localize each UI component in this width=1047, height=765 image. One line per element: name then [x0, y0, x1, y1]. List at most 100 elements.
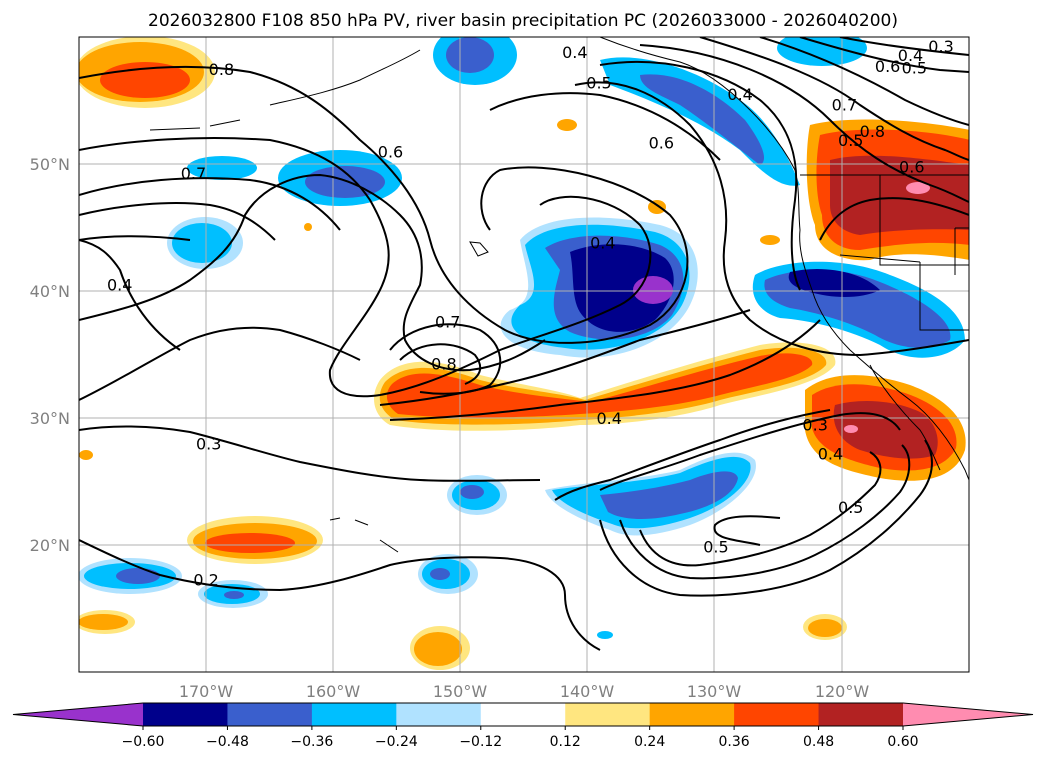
precip-fill-layer: [79, 37, 969, 670]
border-line: [954, 227, 969, 275]
colorbar-tick-label: 0.36: [719, 734, 750, 750]
colorbar-segment: [227, 703, 313, 726]
contour-label: 0.8: [431, 354, 456, 373]
contour-line: [79, 177, 341, 231]
shade-region: [600, 57, 800, 186]
colorbar-tick-label: −0.24: [375, 734, 418, 750]
colorbar-segment: [396, 703, 482, 726]
lon-tick-label: 170°W: [179, 682, 234, 701]
contour-line: [79, 202, 276, 241]
map-frame: [78, 36, 970, 673]
contour-label: 0.4: [727, 85, 752, 104]
coastline: [269, 49, 421, 106]
shade-region: [545, 452, 756, 536]
colorbar-tick-label: 0.24: [634, 734, 665, 750]
contour-line: [759, 37, 969, 126]
contour-line: [699, 37, 969, 161]
contour-label: 0.8: [209, 60, 234, 79]
contour-line: [79, 539, 601, 651]
contour-label: 0.4: [107, 276, 132, 295]
colorbar-segment: [649, 703, 735, 726]
contour-line: [79, 425, 541, 482]
contour-label: 0.7: [181, 164, 206, 183]
border-line: [919, 262, 969, 331]
lon-tick-label: 130°W: [687, 682, 742, 701]
contour-line: [79, 239, 181, 351]
contour-line: [79, 65, 689, 344]
colorbar-segment: [734, 703, 820, 726]
contour-line: [379, 309, 751, 406]
shade-region: [79, 475, 507, 608]
contour-line: [574, 81, 969, 357]
contour-line: [389, 319, 821, 421]
contour-line: [489, 92, 721, 161]
shade-region: [805, 375, 966, 481]
contour-line: [619, 444, 911, 580]
island: [469, 241, 489, 257]
contour-line: [79, 326, 361, 401]
lat-tick-label: 40°N: [30, 282, 70, 301]
contour-label: 0.7: [832, 95, 857, 114]
gridlines: [79, 37, 969, 672]
lat-tick-label: 20°N: [30, 536, 70, 555]
contour-label: 0.4: [562, 43, 587, 62]
border-line: [839, 254, 921, 263]
contour-line: [819, 197, 969, 241]
lat-tick-label: 30°N: [30, 409, 70, 428]
colorbar-tick-label: −0.12: [459, 734, 502, 750]
contour-label: 0.6: [649, 133, 674, 152]
colorbar-segment: [565, 703, 651, 726]
contour-label: 0.4: [898, 46, 923, 65]
contour-label: 0.3: [196, 434, 221, 453]
contour-label: 0.5: [838, 131, 863, 150]
contour-line: [399, 343, 482, 385]
colorbar-tick-label: 0.12: [550, 734, 581, 750]
contour-label: 0.4: [590, 234, 615, 253]
coastlines: [149, 37, 969, 553]
colorbar-segment: [480, 703, 566, 726]
colorbar-segment: [143, 703, 228, 726]
contour-line: [599, 412, 901, 491]
contour-label: 0.5: [703, 537, 728, 556]
colorbar: −0.60 −0.48 −0.36 −0.24 −0.12 0.12 0.24 0.36 0.4…: [12, 702, 1034, 750]
shade-region: [806, 119, 969, 261]
contour-line: [79, 235, 191, 241]
shade-region: [374, 342, 836, 431]
lon-axis: 170°W 160°W 150°W 140°W 130°W 120°W: [179, 682, 870, 701]
contour-line: [639, 451, 882, 567]
contour-label: 0.4: [596, 409, 621, 428]
border-line: [879, 175, 969, 266]
contour-line: [79, 173, 546, 372]
contour-label: 0.5: [902, 58, 927, 77]
colorbar-segment: [818, 703, 904, 726]
coastline: [149, 119, 241, 131]
lon-tick-label: 150°W: [433, 682, 488, 701]
contour-line: [713, 515, 781, 546]
colorbar-tick-label: 0.48: [803, 734, 834, 750]
contour-line: [639, 44, 969, 203]
lon-tick-label: 160°W: [306, 682, 361, 701]
coastline: [869, 364, 941, 471]
island: [329, 517, 399, 553]
contour-label: 0.6: [875, 57, 900, 76]
contour-label: 0.3: [802, 415, 827, 434]
lon-tick-label: 140°W: [560, 682, 615, 701]
contour-line: [799, 37, 969, 73]
shade-region: [433, 37, 517, 85]
contour-line: [79, 137, 652, 398]
colorbar-tick-label: −0.36: [290, 734, 333, 750]
contour-label: 0.6: [899, 158, 924, 177]
contour-labels: 0.80.70.60.40.70.80.30.20.40.50.60.40.40…: [107, 37, 954, 589]
lat-tick-label: 50°N: [30, 155, 70, 174]
colorbar-tick-label: 0.60: [887, 734, 918, 750]
contour-label: 0.3: [928, 37, 953, 56]
colorbar-segment: [311, 703, 397, 726]
contour-line: [839, 37, 969, 56]
colorbar-tick-label: −0.48: [206, 734, 249, 750]
colorbar-extend-low: [13, 703, 143, 726]
contour-label: 0.4: [818, 445, 843, 464]
map-area: 0.80.70.60.40.70.80.30.20.40.50.60.40.40…: [79, 37, 969, 672]
pv-contours: [79, 37, 969, 651]
shade-region: [79, 37, 215, 108]
